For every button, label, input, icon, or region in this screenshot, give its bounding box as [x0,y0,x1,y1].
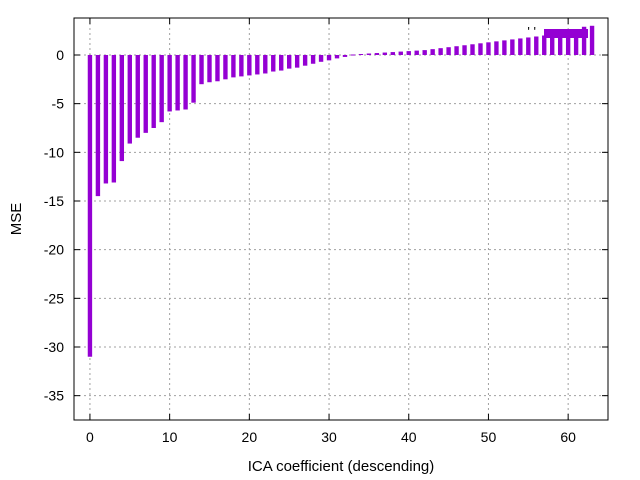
bar [95,54,101,197]
bar [526,37,531,55]
bar [430,49,435,55]
bar [310,54,316,64]
x-tick-label: 10 [162,429,178,445]
bar [127,54,132,144]
y-tick-label: -30 [44,339,64,355]
x-tick-label: 50 [481,429,497,445]
bar [438,48,443,55]
x-axis-label: ICA coefficient (descending) [248,458,435,475]
bar [199,54,204,85]
bar [350,54,356,56]
bar [294,54,300,68]
y-tick-label: -35 [44,388,64,404]
bar [542,35,547,55]
bar [223,54,228,80]
bar [143,54,148,133]
bar [287,54,292,69]
bar [470,44,475,55]
bar [486,42,491,55]
bar [279,54,284,71]
y-axis-label: MSE [8,203,25,236]
bar [215,54,220,82]
bar [103,54,109,184]
bar [326,54,332,61]
legend-swatch [544,29,588,38]
bar [302,54,308,66]
bar [589,25,595,55]
y-tick-label: -10 [44,144,64,160]
bar [318,54,324,62]
bar [390,52,395,55]
bar [207,54,212,83]
bar [510,39,515,55]
bar [87,54,93,357]
bar [414,50,419,55]
bar [478,43,483,55]
grid-lines [74,18,608,420]
bar [406,51,411,55]
bar [263,54,268,74]
bar [342,54,348,57]
bar [557,33,563,55]
bar [502,40,507,55]
bar [494,41,499,55]
y-tick-label: -5 [52,96,65,112]
bar [534,36,539,55]
bar [422,50,427,55]
legend: ' ' [527,24,588,39]
bar [175,54,180,111]
bar [398,51,403,55]
bar [550,34,555,55]
bar [191,54,196,103]
bar [334,54,340,59]
y-tick-label: -25 [44,290,64,306]
bar [374,53,380,55]
bar [135,54,140,138]
bar [358,54,364,56]
plot-frame [73,17,609,421]
bar [167,54,172,112]
y-tick-label: -20 [44,242,64,258]
bar [518,38,523,55]
bar [255,54,260,75]
x-tick-label: 30 [321,429,337,445]
bar [382,52,388,55]
y-tick-label: 0 [56,47,64,63]
legend-label: ' ' [527,24,536,39]
bar [159,54,164,123]
x-tick-label: 40 [401,429,417,445]
bar [151,54,156,128]
bar [581,26,587,55]
bar [183,54,188,110]
bar [573,31,579,55]
bar [231,54,236,78]
bar [446,47,451,55]
bar [247,54,252,76]
x-tick-label: 60 [560,429,576,445]
axis-ticks: 0 10 20 30 40 50 60 0 -5 -10 -15 -20 -25 -30 -35 [44,18,608,445]
bar [119,54,125,162]
x-tick-label: 20 [242,429,258,445]
bar [565,32,571,55]
bar [366,53,372,55]
bar [239,54,244,77]
bar [454,46,459,55]
bar [111,54,117,183]
bar [462,45,467,55]
y-tick-label: -15 [44,193,64,209]
x-tick-label: 0 [86,429,94,445]
bars [87,25,595,357]
bar [271,54,276,72]
